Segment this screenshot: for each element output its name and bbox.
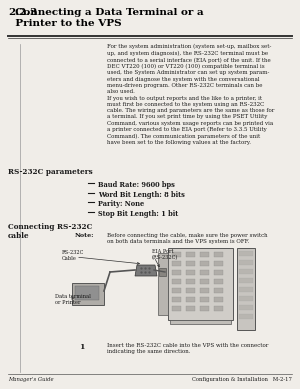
Bar (239, 278, 253, 283)
Bar (214, 297, 223, 302)
Bar (214, 306, 223, 311)
Bar (172, 297, 181, 302)
Bar (75, 286, 99, 300)
Bar (214, 279, 223, 284)
Bar (186, 252, 195, 257)
Bar (186, 288, 195, 293)
Text: 1: 1 (79, 343, 84, 351)
Text: Connecting a Data Terminal or a
  Printer to the VPS: Connecting a Data Terminal or a Printer … (8, 8, 204, 28)
Bar (168, 248, 233, 320)
Text: RS-232C
Cable: RS-232C Cable (62, 250, 84, 261)
Text: EIA Port
(RS-232C): EIA Port (RS-232C) (152, 249, 178, 260)
Bar (170, 320, 231, 324)
Bar (172, 270, 181, 275)
Text: Note:: Note: (75, 233, 94, 238)
Bar (214, 252, 223, 257)
Text: Baud Rate: 9600 bps: Baud Rate: 9600 bps (98, 181, 175, 189)
Bar (186, 297, 195, 302)
Text: Parity: None: Parity: None (98, 200, 144, 208)
Bar (200, 288, 209, 293)
Bar (214, 261, 223, 266)
Bar (172, 261, 181, 266)
Bar (214, 270, 223, 275)
Text: 2.2.3: 2.2.3 (8, 8, 37, 17)
Bar (186, 279, 195, 284)
Text: Manager's Guide: Manager's Guide (8, 377, 54, 382)
Text: Stop Bit Length: 1 bit: Stop Bit Length: 1 bit (98, 210, 178, 217)
Bar (239, 314, 253, 319)
Bar (237, 248, 255, 330)
Bar (214, 288, 223, 293)
Bar (239, 296, 253, 301)
Text: Before connecting the cable, make sure the power switch
on both data terminals a: Before connecting the cable, make sure t… (107, 233, 268, 244)
Bar (239, 251, 253, 256)
Bar (239, 260, 253, 265)
Bar (172, 288, 181, 293)
Bar (186, 261, 195, 266)
Text: For the system administration (system set-up, mailbox set-
up, and system diagno: For the system administration (system se… (107, 44, 274, 145)
Bar (239, 305, 253, 310)
Bar (239, 287, 253, 292)
Bar (200, 279, 209, 284)
Bar (172, 306, 181, 311)
Bar (200, 270, 209, 275)
Bar (200, 261, 209, 266)
Bar (200, 252, 209, 257)
Polygon shape (135, 265, 157, 276)
Bar (239, 269, 253, 274)
Bar (72, 283, 104, 305)
Bar (158, 253, 168, 315)
Bar (186, 270, 195, 275)
Bar (172, 252, 181, 257)
Text: Word Bit Length: 8 bits: Word Bit Length: 8 bits (98, 191, 185, 198)
Bar (172, 279, 181, 284)
Bar (200, 297, 209, 302)
Text: Insert the RS-232C cable into the VPS with the connector
indicating the same dir: Insert the RS-232C cable into the VPS wi… (107, 343, 268, 354)
Text: Configuration & Installation   M-2-17: Configuration & Installation M-2-17 (192, 377, 292, 382)
Bar (138, 266, 154, 275)
Text: RS-232C parameters: RS-232C parameters (8, 168, 93, 176)
Text: Connecting RS-232C
cable: Connecting RS-232C cable (8, 223, 92, 240)
Text: Data terminal
or Printer: Data terminal or Printer (55, 294, 91, 305)
Bar (200, 306, 209, 311)
Bar (186, 306, 195, 311)
Bar (159, 268, 166, 276)
